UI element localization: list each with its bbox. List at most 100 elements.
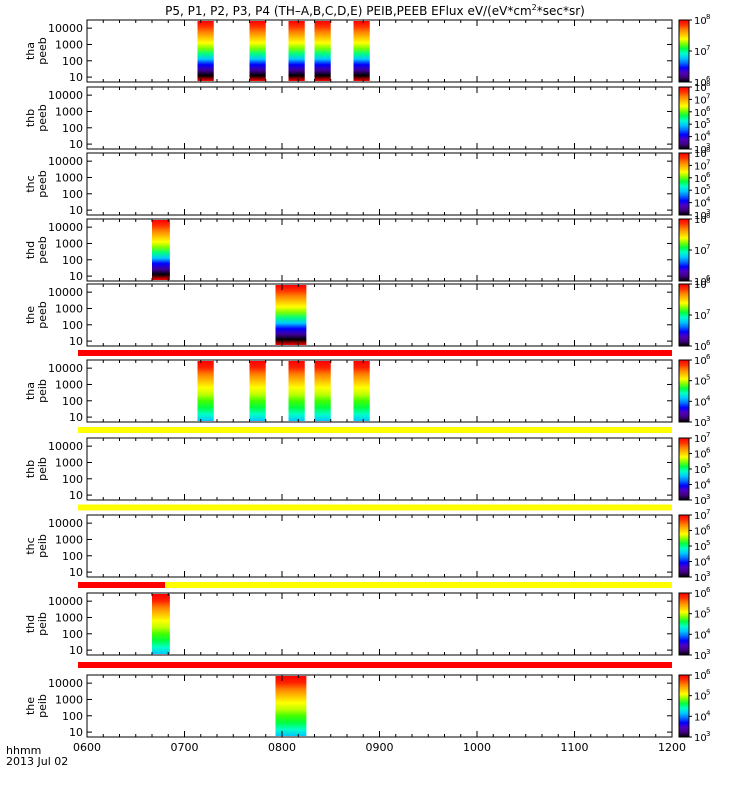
colorbar-tick-label: 10 [694,589,707,600]
colorbar-tick-label: 10 [694,450,707,461]
colorbar-tick-label: 10 [694,277,707,288]
colorbar-tick-label: 10 [694,215,707,226]
colorbar-tick-exponent: 4 [706,709,711,717]
colorbar-tick-label: 10 [694,311,707,322]
colorbar-tick-label: 10 [694,465,707,476]
colorbar-tick-exponent: 7 [706,431,710,439]
yellow-status-bar [78,427,672,433]
spectrogram-block [314,361,331,421]
spectrogram-block [152,594,170,654]
colorbar-tick-exponent: 4 [706,394,711,402]
colorbar-tick-exponent: 4 [706,130,711,138]
y-tick-label: 10000 [48,517,83,530]
panel-sublabel: peib [36,694,49,718]
colorbar-tick-exponent: 4 [706,478,711,486]
panel-sublabel: peeb [36,170,49,198]
y-tick-label: 100 [62,473,83,486]
y-tick-label: 10 [69,204,83,217]
colorbar-tick-exponent: 8 [706,13,710,21]
colorbar-tick-exponent: 7 [706,243,710,251]
colorbar-tick-exponent: 8 [706,146,710,154]
x-tick-label: 1200 [658,741,686,754]
y-tick-label: 10 [69,411,83,424]
panel-frame [86,592,673,656]
colorbar-tick-exponent: 7 [706,508,710,516]
colorbar-tick-exponent: 4 [706,196,711,204]
spectrogram-block [152,220,170,280]
colorbar-tick-exponent: 7 [706,158,710,166]
panel-label: tha [24,382,37,400]
date-label: 2013 Jul 02 [6,755,69,768]
panel-frame [86,218,673,282]
y-tick-label: 10000 [48,155,83,168]
yellow-status-bar [165,582,672,588]
colorbar-tick-label: 10 [694,108,707,119]
colorbar-tick-exponent: 8 [706,212,710,220]
spectrogram-block [275,285,307,345]
y-tick-label: 100 [62,628,83,641]
panel-frame [86,283,673,347]
y-tick-label: 10000 [48,362,83,375]
colorbar-tick-label: 10 [694,95,707,106]
colorbar-tick-label: 10 [694,558,707,569]
colorbar-tick-label: 10 [694,610,707,621]
y-tick-label: 10 [69,726,83,739]
colorbar-tick-label: 10 [694,161,707,172]
colorbar [678,514,690,578]
x-axis-label: hhmm [6,744,42,757]
spectrogram-block [249,361,266,421]
spectrogram-block [314,21,331,81]
colorbar-tick-label: 10 [694,16,707,27]
colorbar-tick-label: 10 [694,356,707,367]
y-tick-label: 1000 [55,171,83,184]
red-status-bar [78,662,672,668]
colorbar [678,19,690,83]
red-status-bar [78,350,672,356]
panel-label: thb [24,460,37,478]
panel-sublabel: peib [36,612,49,636]
y-tick-label: 1000 [55,302,83,315]
colorbar-tick-exponent: 6 [706,75,711,83]
colorbar-tick-exponent: 5 [706,689,710,697]
colorbar-tick-exponent: 7 [706,92,710,100]
x-tick-label: 0800 [268,741,296,754]
y-tick-label: 1000 [55,237,83,250]
colorbar-tick-exponent: 6 [706,353,711,361]
y-tick-label: 10000 [48,22,83,35]
colorbar-tick-label: 10 [694,145,707,156]
colorbar-tick-exponent: 8 [706,277,710,285]
colorbar-tick-label: 10 [694,47,707,58]
y-tick-label: 1000 [55,378,83,391]
colorbar-tick-label: 10 [694,418,707,429]
y-tick-label: 1000 [55,105,83,118]
y-tick-label: 100 [62,188,83,201]
colorbar-tick-label: 10 [694,246,707,257]
colorbar-tick-label: 10 [694,186,707,197]
panel-sublabel: peeb [36,236,49,264]
panel-sublabel: peeb [36,301,49,329]
colorbar-tick-label: 10 [694,481,707,492]
yellow-status-bar [78,504,672,511]
y-tick-label: 1000 [55,456,83,469]
y-tick-label: 100 [62,254,83,267]
colorbar [678,218,690,282]
colorbar-tick-label: 10 [694,671,707,682]
panel-label: thb [24,109,37,127]
spectrogram-block [353,21,370,81]
panel-label: thc [24,537,37,554]
panel-frame [86,674,673,738]
y-tick-label: 10 [69,335,83,348]
x-tick-label: 1000 [463,741,491,754]
colorbar-tick-label: 10 [694,630,707,641]
panel-frame [86,19,673,83]
colorbar-tick-label: 10 [694,527,707,538]
colorbar-tick-label: 10 [694,211,707,222]
colorbar [678,359,690,423]
spectrogram-block [288,361,305,421]
panel-sublabel: peib [36,457,49,481]
colorbar [678,283,690,347]
y-tick-label: 10000 [48,286,83,299]
colorbar-tick-exponent: 5 [706,374,710,382]
colorbar [678,86,690,150]
